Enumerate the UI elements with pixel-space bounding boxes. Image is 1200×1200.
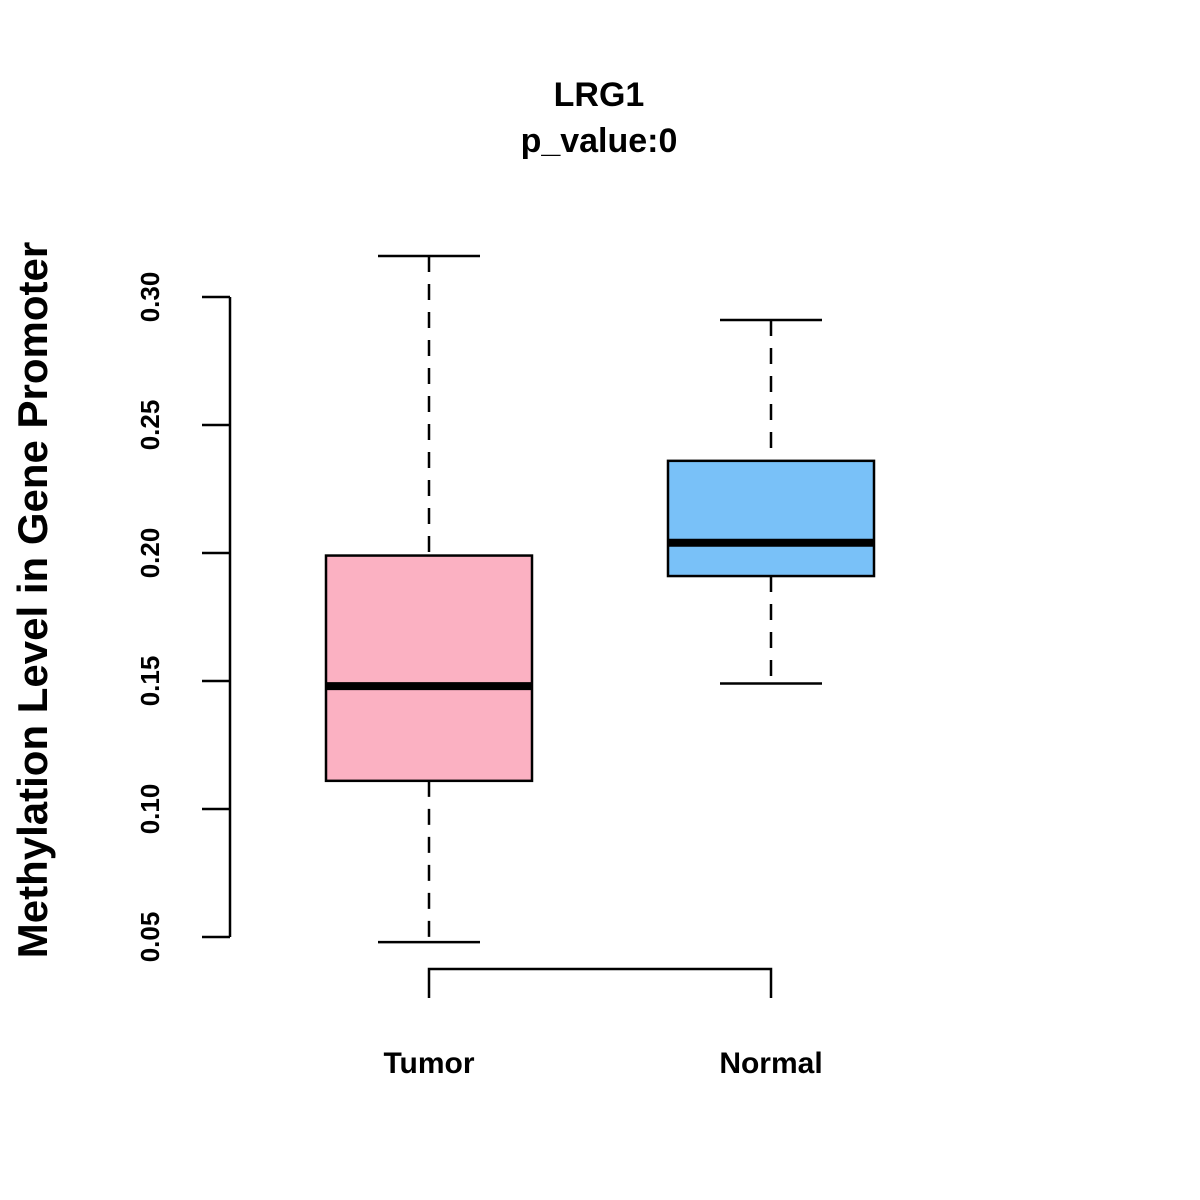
normal-box (666, 459, 876, 578)
x-category-label-normal: Normal (719, 1047, 822, 1080)
y-tick-label: 0.25 (135, 400, 165, 451)
significance-bracket (427, 967, 773, 998)
chart-title: LRG1 (554, 76, 645, 114)
box-series (324, 254, 876, 944)
chart-subtitle: p_value:0 (521, 122, 678, 160)
y-tick-label: 0.15 (135, 656, 165, 707)
y-tick-label: 0.30 (135, 272, 165, 323)
bracket-line (427, 967, 773, 998)
y-tick-label: 0.05 (135, 912, 165, 963)
x-category-label-tumor: Tumor (383, 1047, 474, 1080)
tumor-box (324, 554, 534, 783)
y-axis-ticks: 0.05 0.10 0.15 0.20 0.25 0.30 (135, 272, 230, 963)
y-tick-label: 0.20 (135, 528, 165, 579)
x-category-labels: Tumor Normal (383, 1047, 822, 1080)
y-tick-label: 0.10 (135, 784, 165, 835)
y-axis-label: Methylation Level in Gene Promoter (9, 242, 56, 958)
